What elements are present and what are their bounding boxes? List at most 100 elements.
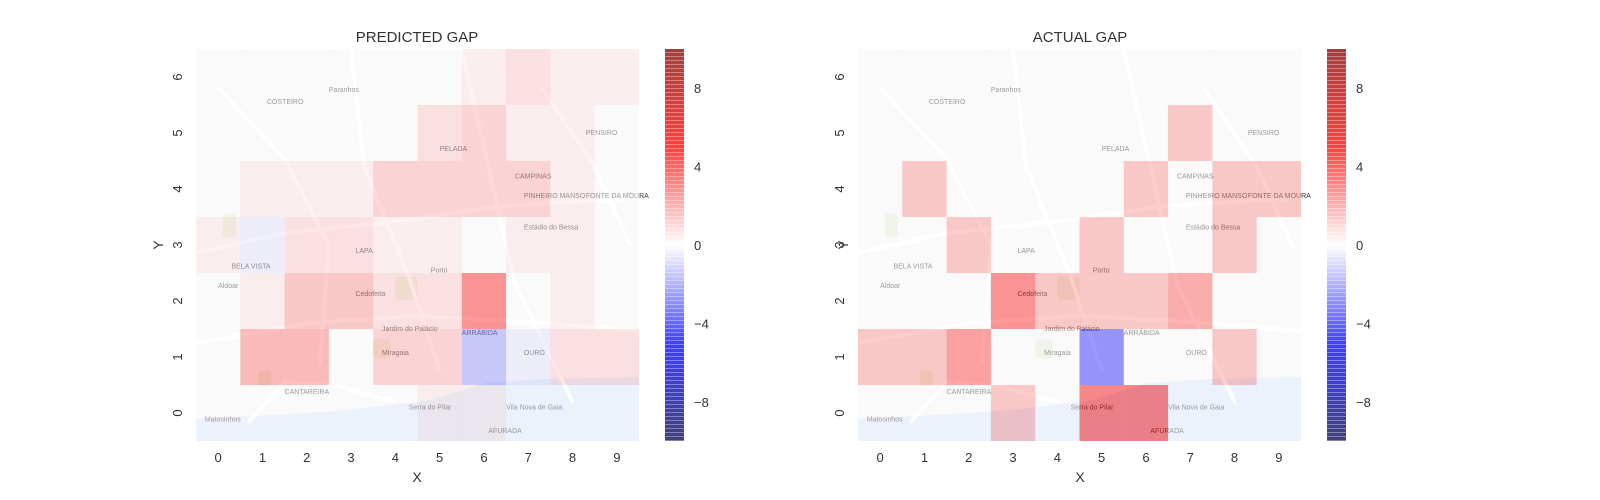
- heatmap-cell: [594, 217, 639, 273]
- heatmap-cell: [1123, 273, 1169, 329]
- heatmap-cell: [506, 329, 551, 385]
- heatmap-cell: [1079, 273, 1124, 329]
- heatmap-cell: [1035, 161, 1080, 217]
- heatmap-cell: [328, 161, 374, 217]
- heatmap-cell: [858, 385, 903, 441]
- heatmap-cell: [506, 105, 551, 161]
- y-tick-label: 5: [170, 129, 185, 136]
- heatmap-cell: [1035, 273, 1080, 329]
- x-tick-label: 3: [1009, 450, 1016, 465]
- heatmap-cell: [196, 385, 241, 441]
- heatmap-cell: [1212, 273, 1257, 329]
- chart-title: ACTUAL GAP: [1033, 29, 1127, 46]
- heatmap-cell: [417, 385, 462, 441]
- heatmap-cell: [461, 329, 507, 385]
- heatmap-cell: [240, 161, 285, 217]
- heatmap-cell: [461, 105, 507, 161]
- colorbar-stripes: [1327, 49, 1346, 441]
- y-tick-label: 4: [832, 185, 847, 192]
- heatmap-cell: [417, 161, 462, 217]
- heatmap-cell: [946, 385, 991, 441]
- heatmap-cell: [1079, 385, 1124, 441]
- x-tick-label: 7: [1187, 450, 1194, 465]
- heatmap-cell: [373, 105, 418, 161]
- heatmap-cell: [1212, 161, 1257, 217]
- colorbar-tick-label: 0: [694, 238, 701, 253]
- heatmap-cell: [1168, 105, 1213, 161]
- heatmap-cell: [1256, 217, 1301, 273]
- heatmap-cell: [902, 49, 947, 105]
- colorbar: 8 4 0 −4 −8: [1327, 49, 1371, 441]
- heatmap-cell: [1079, 329, 1124, 385]
- heatmap-cell: [284, 329, 329, 385]
- y-tick-labels: 0 1 2 3 4 5 6: [170, 73, 185, 416]
- x-tick-label: 5: [1098, 450, 1105, 465]
- heatmap-cell: [328, 273, 374, 329]
- heatmap-cell: [1256, 329, 1301, 385]
- heatmap-cell: [328, 105, 374, 161]
- heatmap-cell: [550, 217, 595, 273]
- colorbar-tick-label: 8: [694, 81, 701, 96]
- x-tick-label: 6: [480, 450, 487, 465]
- heatmap-cell: [373, 49, 418, 105]
- heatmap-cell: [946, 49, 991, 105]
- colorbar-tick-label: 4: [694, 160, 701, 175]
- x-tick-label: 8: [1231, 450, 1238, 465]
- heatmap-cell: [1212, 217, 1257, 273]
- heatmap-cell: [858, 161, 903, 217]
- heatmap-cell: [196, 105, 241, 161]
- heatmap-cell: [550, 273, 595, 329]
- x-tick-labels: 0 1 2 3 4 5 6 7 8 9: [877, 450, 1283, 465]
- x-tick-label: 1: [259, 450, 266, 465]
- heatmap-cell: [328, 329, 374, 385]
- heatmap-cell: [196, 49, 241, 105]
- heatmap-cell: [417, 105, 462, 161]
- heatmap-cell: [373, 329, 418, 385]
- heatmap-cell: [990, 161, 1036, 217]
- heatmap-cell: [990, 49, 1036, 105]
- heatmap-cell: [1123, 329, 1169, 385]
- colorbar-tick-label: −8: [1356, 395, 1371, 410]
- heatmap-cell: [902, 385, 947, 441]
- heatmap-cell: [506, 217, 551, 273]
- colorbar-tick-label: 8: [1356, 81, 1363, 96]
- heatmap-cell: [1168, 217, 1213, 273]
- x-tick-labels: 0 1 2 3 4 5 6 7 8 9: [215, 450, 621, 465]
- x-tick-label: 3: [347, 450, 354, 465]
- heatmap-cell: [373, 273, 418, 329]
- y-tick-label: 0: [832, 409, 847, 416]
- x-tick-label: 1: [921, 450, 928, 465]
- x-tick-label: 9: [1275, 450, 1282, 465]
- heatmap-cell: [1079, 161, 1124, 217]
- colorbar-tick-label: −8: [694, 395, 709, 410]
- x-tick-label: 0: [877, 450, 884, 465]
- heatmap-cell: [594, 105, 639, 161]
- heatmap-cell: [594, 273, 639, 329]
- x-tick-label: 5: [436, 450, 443, 465]
- heatmap-cell: [1212, 105, 1257, 161]
- heatmap-cell: [902, 273, 947, 329]
- heatmap-cell: [594, 161, 639, 217]
- heatmap-cell: [1123, 217, 1169, 273]
- heatmap-cell: [196, 273, 241, 329]
- y-tick-label: 3: [832, 241, 847, 248]
- heatmap-cell: [240, 385, 285, 441]
- heatmap-cell: [1256, 385, 1301, 441]
- heatmap-cell: [240, 49, 285, 105]
- heatmap-cell: [858, 329, 903, 385]
- heatmap-cell: [550, 49, 595, 105]
- heatmap-cell: [506, 273, 551, 329]
- x-tick-label: 0: [215, 450, 222, 465]
- heatmap-cell: [1079, 217, 1124, 273]
- colorbar: 8 4 0 −4 −8: [665, 49, 709, 441]
- heatmap-cell: [1079, 105, 1124, 161]
- x-tick-label: 4: [392, 450, 399, 465]
- y-tick-label: 2: [170, 297, 185, 304]
- heatmap-cell: [902, 105, 947, 161]
- x-tick-label: 7: [525, 450, 532, 465]
- heatmap-cells: [196, 49, 639, 441]
- heatmap-cell: [1168, 329, 1213, 385]
- heatmap-cell: [990, 273, 1036, 329]
- heatmap-cell: [461, 161, 507, 217]
